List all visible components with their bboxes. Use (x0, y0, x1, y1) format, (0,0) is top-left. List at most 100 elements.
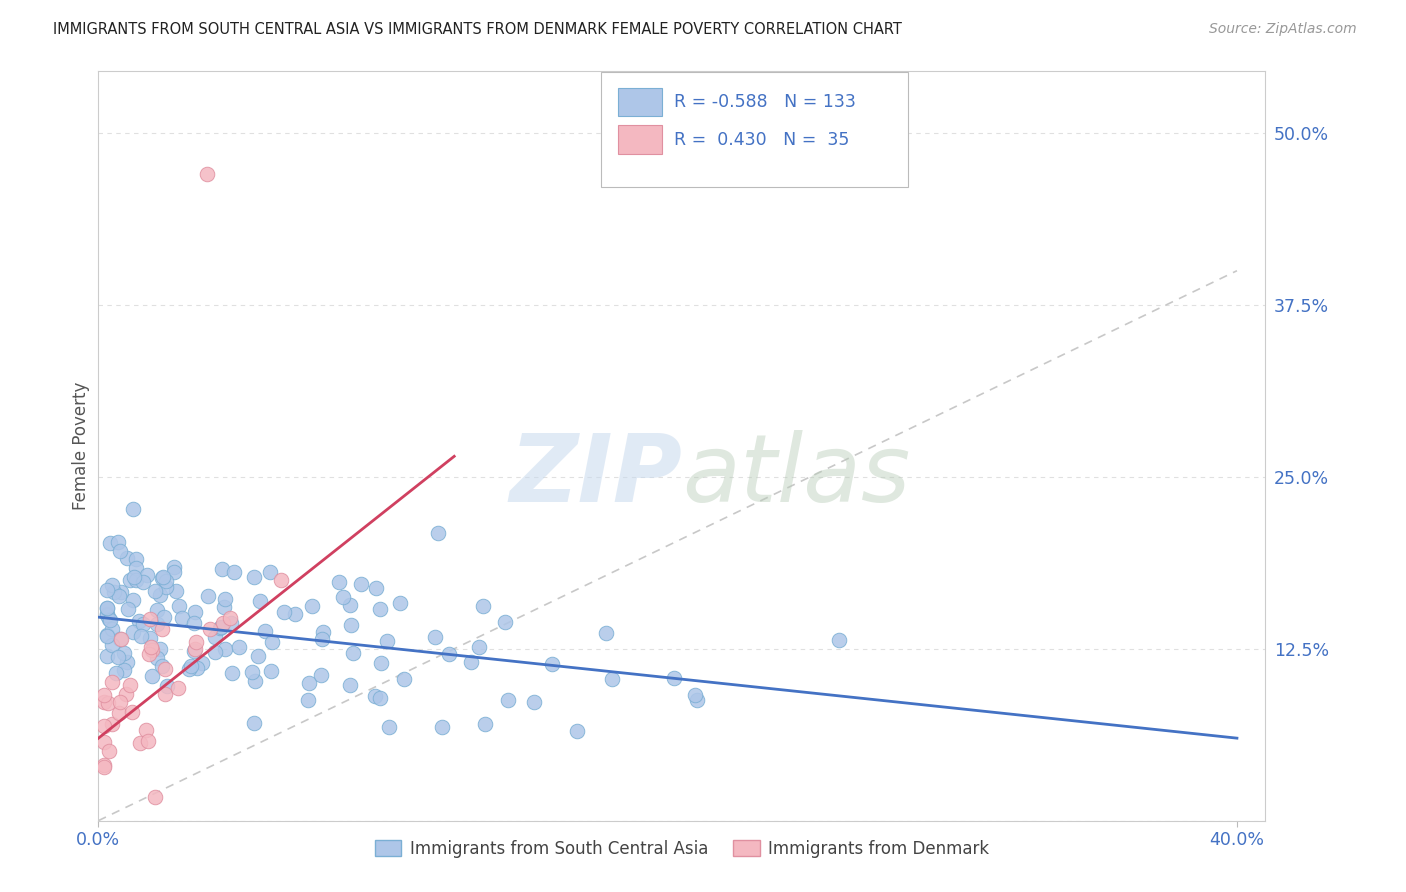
Point (152, 570, 174, 584)
Point (523, 695, 546, 709)
Point (249, 593, 271, 607)
Point (260, 664, 283, 678)
Legend: Immigrants from South Central Asia, Immigrants from Denmark: Immigrants from South Central Asia, Immi… (368, 833, 995, 864)
Point (146, 603, 169, 617)
Point (146, 650, 169, 665)
Point (368, 690, 391, 705)
Point (136, 568, 159, 582)
Point (211, 562, 233, 576)
Point (375, 634, 398, 648)
Point (328, 574, 350, 589)
Point (827, 633, 849, 648)
Point (150, 571, 173, 585)
Point (219, 616, 242, 631)
Point (143, 583, 166, 598)
Point (240, 665, 263, 680)
Point (97, 612, 120, 626)
Point (124, 560, 146, 574)
Point (155, 574, 177, 589)
Point (221, 666, 243, 681)
Point (198, 622, 221, 636)
Point (218, 611, 240, 625)
Point (138, 632, 160, 646)
Point (212, 600, 235, 615)
Point (139, 612, 162, 626)
Point (117, 655, 139, 669)
Point (247, 648, 270, 663)
Point (100, 577, 122, 591)
Point (125, 552, 148, 566)
Point (96, 583, 118, 598)
Point (108, 632, 131, 647)
Point (195, 168, 218, 182)
Point (388, 596, 411, 610)
Point (595, 625, 617, 640)
Point (186, 661, 208, 675)
Point (370, 601, 392, 615)
Point (93, 760, 115, 774)
Point (342, 646, 364, 660)
Point (339, 599, 361, 613)
Point (110, 544, 132, 558)
Point (204, 630, 226, 644)
Point (128, 615, 150, 629)
Point (100, 716, 122, 731)
Point (117, 551, 139, 566)
Text: R =  0.430   N =  35: R = 0.430 N = 35 (673, 130, 849, 149)
Point (150, 659, 173, 673)
Point (149, 588, 172, 602)
Point (96, 628, 118, 642)
Point (131, 616, 153, 631)
Point (254, 624, 277, 638)
Point (683, 688, 706, 702)
Point (494, 615, 516, 629)
Point (141, 643, 163, 657)
Point (350, 577, 373, 591)
Point (97, 744, 120, 758)
Point (93, 735, 115, 749)
Point (392, 672, 415, 686)
Point (370, 657, 392, 671)
Point (98, 536, 121, 550)
Point (311, 668, 333, 682)
Point (166, 681, 188, 695)
Point (204, 645, 226, 659)
Text: Source: ZipAtlas.com: Source: ZipAtlas.com (1209, 22, 1357, 37)
Point (209, 619, 232, 633)
Point (93, 695, 115, 709)
FancyBboxPatch shape (617, 125, 662, 153)
Point (110, 585, 132, 599)
Point (172, 611, 194, 625)
Point (311, 632, 333, 646)
Point (183, 616, 205, 631)
Point (273, 606, 295, 620)
Point (156, 679, 179, 693)
Point (177, 662, 200, 676)
Point (437, 647, 460, 661)
Point (540, 657, 562, 672)
Point (131, 630, 153, 644)
Point (108, 589, 131, 603)
Point (96, 649, 118, 664)
Point (128, 735, 150, 749)
Point (214, 592, 236, 607)
Point (93, 757, 115, 772)
Point (101, 675, 124, 690)
Point (121, 592, 143, 607)
Point (141, 669, 163, 683)
Point (332, 590, 354, 604)
Point (93, 719, 115, 733)
Point (228, 640, 250, 655)
Point (122, 502, 145, 516)
Point (184, 642, 207, 657)
Point (117, 602, 139, 616)
Point (567, 724, 589, 739)
Point (118, 677, 141, 691)
Point (122, 625, 145, 640)
Point (135, 723, 157, 738)
Point (498, 692, 520, 706)
Point (96, 607, 118, 622)
Point (183, 644, 205, 658)
Y-axis label: Female Poverty: Female Poverty (72, 382, 90, 510)
Point (112, 646, 135, 660)
